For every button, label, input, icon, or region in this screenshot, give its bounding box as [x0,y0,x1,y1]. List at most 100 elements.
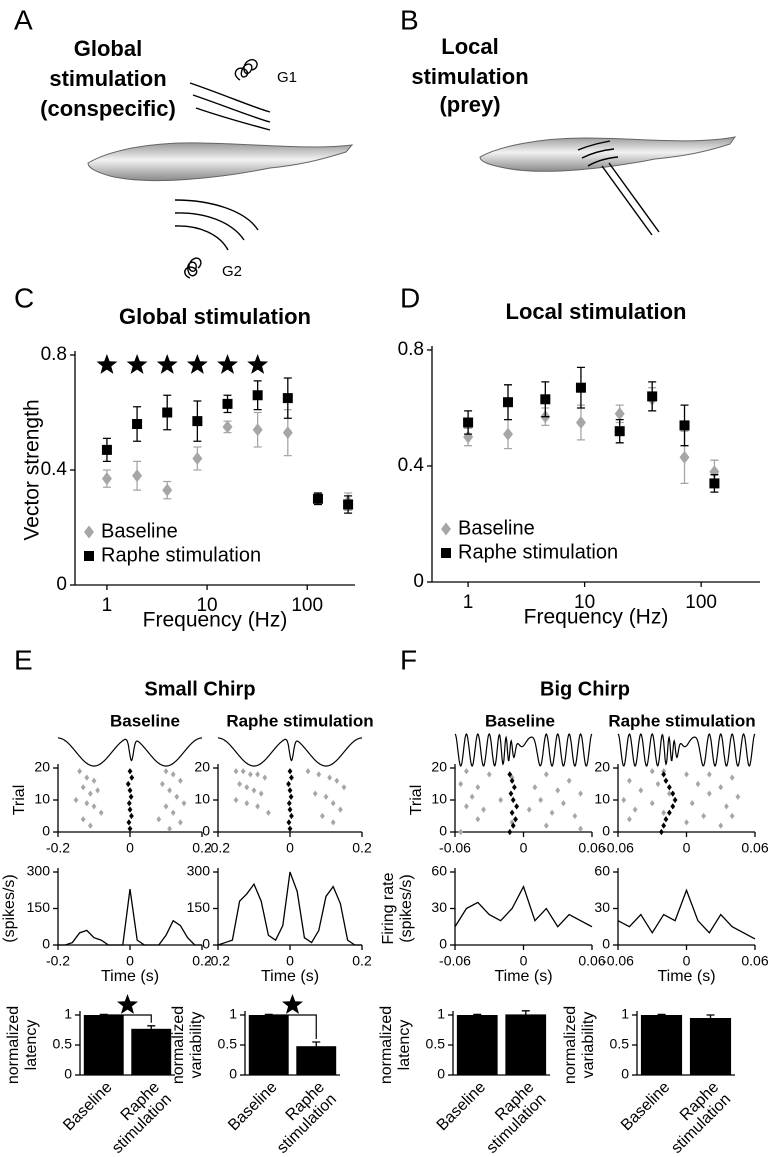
data-point [80,784,86,791]
x-tick-label: 0 [286,952,294,968]
fish-global [87,59,354,279]
illustration-text: stimulation [49,66,166,91]
data-point [475,816,481,823]
data-point [724,803,729,810]
bar [640,1015,683,1075]
significance-star [117,994,138,1014]
x-axis-label: Time (s) [657,968,715,985]
stimulus-wave [617,733,756,767]
y-tick-label: 300 [27,863,51,879]
data-point [572,812,578,820]
data-point [174,793,180,800]
y-tick-label: 1 [437,1006,445,1022]
data-point [441,522,451,536]
coil-label: G2 [222,263,242,280]
data-point [334,777,340,784]
data-point [286,780,291,788]
data-point [127,787,133,794]
data-point [458,780,464,788]
y-tick-label: 10 [34,791,50,807]
bar [296,1046,337,1075]
y-axis-label: normalized [378,1006,395,1084]
y-axis-label: Vector strength [21,399,44,540]
data-point [464,803,469,810]
data-point [463,417,474,428]
data-point [498,796,504,804]
y-tick-label: 30 [594,899,610,915]
data-point [192,416,203,427]
y-tick-label: 10 [594,791,610,807]
data-point [286,800,292,807]
data-point [679,450,690,464]
data-point [666,790,672,797]
y-tick-label: 60 [431,863,447,879]
legend-label: Baseline [458,517,535,539]
data-point [689,800,695,807]
data-point [244,784,250,791]
x-tick-label: Baseline [434,1079,490,1135]
data-point [555,787,561,794]
data-point [343,499,354,510]
data-point [718,784,724,791]
data-point [666,784,672,791]
illustration-text: Global [74,36,142,61]
data-point [543,822,549,829]
significance-star [186,354,208,374]
x-tick-label: Baseline [60,1079,116,1135]
y-axis-label: variability [580,1012,597,1079]
rate-line [617,888,756,940]
x-tick-label: -0.2 [46,839,70,855]
data-point [240,768,246,775]
data-point [233,796,239,804]
legend-label: Raphe stimulation [458,541,618,563]
stimulus-wave [454,733,593,767]
data-point [233,768,239,775]
data-point [663,816,669,823]
x-axis-label: Frequency (Hz) [524,606,669,629]
x-tick-label: 0.2 [192,952,212,968]
y-tick-label: 0 [202,936,210,952]
data-point [614,407,625,421]
y-axis-label: normalized [5,1006,22,1084]
y-tick-label: 1 [621,1006,629,1022]
column-title: Baseline [110,711,180,730]
data-point [661,771,667,778]
data-point [320,812,325,820]
y-tick-label: 0.5 [610,1036,630,1052]
y-tick-label: 150 [27,899,51,915]
y-tick-label: 0 [202,823,210,839]
x-tick-label: -0.2 [206,952,230,968]
data-point [312,790,318,797]
data-point [178,777,183,784]
data-point [84,774,90,781]
x-tick-label: 0 [126,952,134,968]
y-tick-label: 0 [437,1066,445,1082]
x-axis-label: Time (s) [261,968,319,985]
bar [456,1015,498,1075]
illustration-text: (conspecific) [40,96,176,121]
data-point [661,822,667,829]
data-point [538,796,544,804]
data-point [695,780,701,788]
data-point [162,483,173,497]
illustration-text: stimulation [411,64,528,89]
y-tick-label: 0 [602,823,610,839]
data-point [729,774,735,781]
bar [248,1015,289,1075]
x-tick-label: -0.06 [439,952,471,968]
data-point [706,771,712,778]
data-point [621,796,627,804]
data-point [627,777,632,784]
significance-star [282,994,303,1014]
data-point [729,812,735,820]
x-tick-label: -0.06 [439,839,471,855]
data-point [312,493,323,504]
legend-label: Baseline [101,520,178,542]
x-axis-label: Time (s) [494,968,552,985]
data-point [475,784,481,791]
data-point [658,828,664,836]
data-point [578,825,583,832]
x-tick-label: 100 [685,592,717,613]
data-point [126,819,132,826]
data-point [632,806,638,813]
